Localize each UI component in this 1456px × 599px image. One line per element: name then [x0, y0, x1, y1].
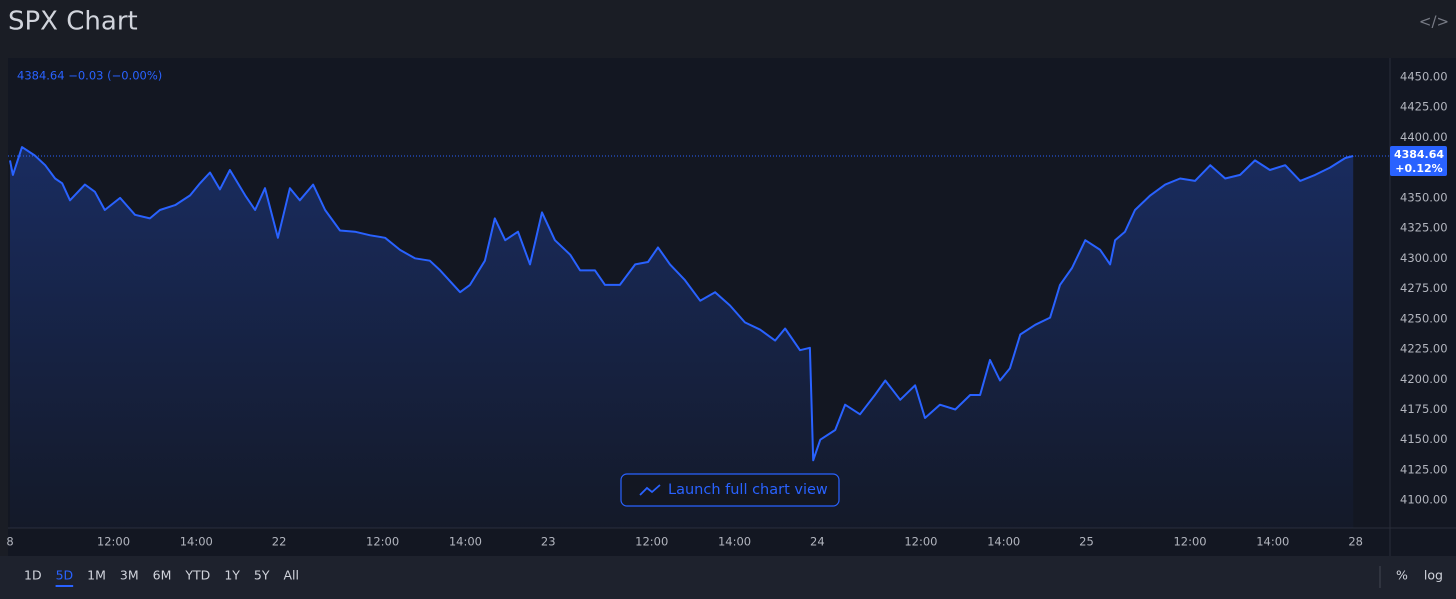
y-tick-label: 4450.00 — [1400, 69, 1448, 83]
range-button[interactable]: All — [284, 568, 300, 583]
area-fill — [10, 147, 1354, 528]
plot — [8, 146, 1390, 528]
scale-button[interactable]: log — [1424, 568, 1443, 583]
scale-button[interactable]: % — [1396, 568, 1408, 583]
embed-icon[interactable]: </> — [1419, 13, 1449, 31]
y-tick-label: 4150.00 — [1400, 432, 1448, 446]
y-tick-label: 4350.00 — [1400, 190, 1448, 204]
y-tick-label: 4200.00 — [1400, 372, 1448, 386]
x-tick-label: 24 — [810, 535, 825, 549]
price-badge-change: +0.12% — [1395, 162, 1442, 175]
chart-title: SPX Chart — [8, 7, 138, 37]
y-tick-label: 4125.00 — [1400, 462, 1448, 476]
x-tick-label: 14:00 — [180, 535, 213, 549]
range-button[interactable]: 3M — [120, 568, 139, 583]
range-button[interactable]: 5Y — [254, 568, 270, 583]
button-icon — [639, 484, 661, 496]
y-tick-label: 4275.00 — [1400, 281, 1448, 295]
button-label[interactable]: Launch full chart view — [668, 482, 828, 498]
y-tick-label: 4175.00 — [1400, 402, 1448, 416]
y-tick-label: 4300.00 — [1400, 251, 1448, 265]
range-button[interactable]: 1M — [87, 568, 106, 583]
x-tick-label: 23 — [541, 535, 556, 549]
y-tick-label: 4250.00 — [1400, 311, 1448, 325]
price-badge-price: 4384.64 — [1394, 148, 1444, 161]
x-tick-label: 22 — [272, 535, 287, 549]
x-tick-label: 12:00 — [366, 535, 399, 549]
x-tick-label: 12:00 — [1173, 535, 1206, 549]
y-tick-label: 4225.00 — [1400, 342, 1448, 356]
range-button[interactable]: 1D — [24, 568, 42, 583]
launch-button[interactable]: Launch full chart view — [620, 473, 840, 507]
y-tick-label: 4400.00 — [1400, 130, 1448, 144]
x-tick-label: 14:00 — [1256, 535, 1289, 549]
x-tick-label: 8 — [6, 535, 13, 549]
x-tick-label: 28 — [1348, 535, 1363, 549]
x-tick-label: 12:00 — [635, 535, 668, 549]
legend: 4384.64 −0.03 (−0.00%) — [17, 69, 162, 83]
price-line — [9, 146, 1354, 462]
x-tick-label: 14:00 — [987, 535, 1020, 549]
x-tick-label: 14:00 — [718, 535, 751, 549]
y-tick-label: 4325.00 — [1400, 221, 1448, 235]
range-button[interactable]: 6M — [153, 568, 172, 583]
range-button[interactable]: YTD — [184, 568, 210, 583]
x-tick-label: 14:00 — [449, 535, 482, 549]
range-button[interactable]: 5D — [56, 568, 74, 583]
price-badge — [1390, 145, 1447, 176]
x-tick-label: 25 — [1079, 535, 1094, 549]
toolbar-background — [0, 556, 1456, 599]
x-tick-label: 12:00 — [97, 535, 130, 549]
y-tick-label: 4425.00 — [1400, 100, 1448, 114]
x-tick-label: 12:00 — [904, 535, 937, 549]
y-tick-label: 4100.00 — [1400, 493, 1448, 507]
range-button[interactable]: 1Y — [224, 568, 240, 583]
button-frame[interactable] — [620, 473, 840, 507]
